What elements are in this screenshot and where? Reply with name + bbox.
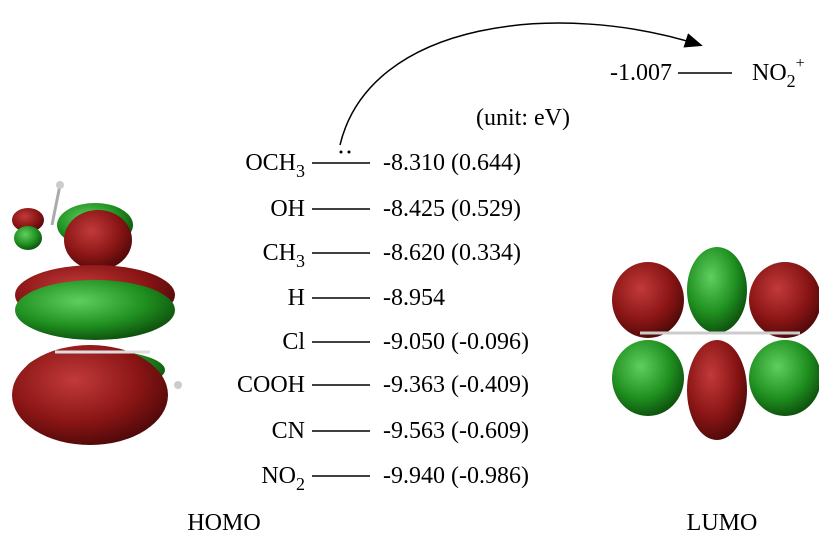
unit-note: (unit: eV) — [476, 105, 570, 131]
label-main: CN — [272, 418, 305, 444]
lumo-label: NO2+ — [752, 55, 805, 91]
energy-text: -8.425(0.529) — [383, 196, 521, 222]
energy-difference: (-0.609) — [451, 418, 529, 444]
diagram: -1.007 NO2+ (unit: eV) HOMO LUMO OCH3-8.… — [0, 0, 819, 534]
energy: -9.050 — [383, 329, 445, 355]
label-main: OH — [270, 196, 305, 222]
energy: -9.563 — [383, 418, 445, 444]
energy: -8.620 — [383, 240, 445, 266]
lumo-orbital — [612, 247, 819, 440]
label-sub: 2 — [787, 71, 796, 91]
energy-text: -8.954 — [383, 285, 445, 311]
substituent-label: Cl — [282, 329, 305, 355]
energy-difference: (-0.096) — [451, 329, 529, 355]
label-main: NO — [752, 60, 787, 86]
energy-difference: (-0.409) — [451, 372, 529, 398]
energy-difference: (0.529) — [451, 196, 521, 222]
homo-orbital — [12, 181, 182, 445]
energy: -8.425 — [383, 196, 445, 222]
energy: -8.310 — [383, 150, 445, 176]
lone-pair — [340, 151, 343, 154]
substituent-label: H — [288, 285, 305, 311]
label-main: COOH — [237, 372, 305, 398]
substituent-label: OCH3 — [245, 150, 305, 181]
substituent-label: CH3 — [263, 240, 305, 271]
substituent-label: CN — [272, 418, 305, 444]
energy-text: -9.940(-0.986) — [383, 463, 529, 489]
lone-pair — [348, 151, 351, 154]
energy: -9.940 — [383, 463, 445, 489]
label-main: H — [288, 285, 305, 311]
energy: -9.363 — [383, 372, 445, 398]
energy-text: -8.310(0.644) — [383, 150, 521, 176]
energy-text: -9.563(-0.609) — [383, 418, 529, 444]
substituent-label: OH — [270, 196, 305, 222]
energy-difference: (-0.986) — [451, 463, 529, 489]
substituent-label: COOH — [237, 372, 305, 398]
homo-caption: HOMO — [187, 510, 260, 534]
label-sup: + — [796, 55, 805, 72]
energy-difference: (0.644) — [451, 150, 521, 176]
levels: OCH3-8.310(0.644)OH-8.425(0.529)CH3-8.62… — [237, 150, 529, 494]
label-main: OCH — [245, 150, 296, 176]
label-main: Cl — [282, 329, 305, 355]
lumo-caption: LUMO — [687, 510, 758, 534]
energy-text: -8.620(0.334) — [383, 240, 521, 266]
energy: -8.954 — [383, 285, 445, 311]
energy-difference: (0.334) — [451, 240, 521, 266]
label-sub: 3 — [296, 161, 305, 181]
label-sub: 3 — [296, 251, 305, 271]
energy-text: -9.050(-0.096) — [383, 329, 529, 355]
label-main: CH — [263, 240, 296, 266]
lumo-energy: -1.007 — [610, 60, 672, 86]
label-main: NO — [261, 463, 296, 489]
energy-text: -9.363(-0.409) — [383, 372, 529, 398]
label-sub: 2 — [296, 474, 305, 494]
substituent-label: NO2 — [261, 463, 305, 494]
